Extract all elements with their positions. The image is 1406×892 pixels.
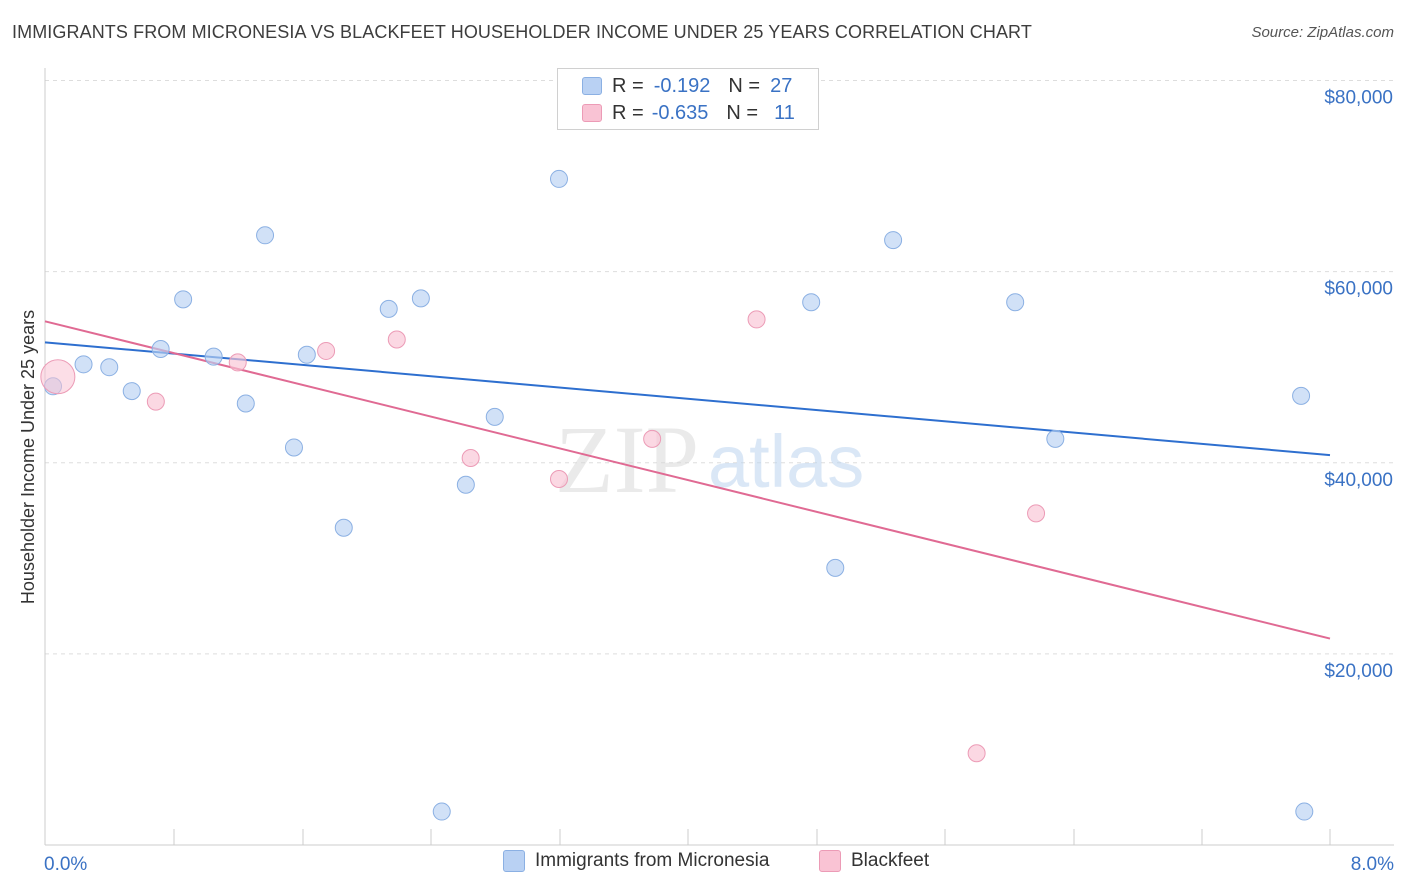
series-legend-item-blackfeet: Blackfeet bbox=[819, 850, 929, 872]
point-micronesia bbox=[151, 340, 170, 359]
point-blackfeet bbox=[146, 392, 165, 411]
legend-r-value: -0.635 bbox=[651, 101, 709, 124]
y-tick-label: $40,000 bbox=[1324, 470, 1393, 491]
point-blackfeet bbox=[967, 744, 986, 763]
grid-layer bbox=[45, 80, 1394, 655]
y-tick-label: $20,000 bbox=[1324, 661, 1393, 682]
legend-r-value: -0.192 bbox=[653, 74, 711, 97]
series-legend-swatch-pink bbox=[819, 850, 841, 872]
legend-n-value: 27 bbox=[770, 74, 793, 97]
legend-swatch-blue bbox=[582, 77, 602, 95]
point-micronesia bbox=[485, 407, 504, 426]
point-micronesia bbox=[256, 226, 275, 245]
point-micronesia bbox=[204, 347, 223, 366]
point-micronesia bbox=[802, 293, 821, 312]
point-micronesia bbox=[236, 394, 255, 413]
point-blackfeet bbox=[643, 429, 662, 448]
y-axis-title: Householder Income Under 25 years bbox=[18, 310, 38, 604]
point-micronesia bbox=[334, 518, 353, 537]
point-micronesia bbox=[550, 169, 568, 188]
watermark: ZIP atlas bbox=[555, 406, 864, 513]
point-micronesia bbox=[379, 299, 398, 318]
trend-layer bbox=[44, 320, 1331, 640]
legend-r-label: R = bbox=[612, 74, 644, 97]
series-legend-label: Blackfeet bbox=[851, 850, 930, 871]
x-tick-label-min: 0.0% bbox=[44, 854, 87, 875]
point-micronesia bbox=[122, 382, 141, 401]
axis-layer bbox=[44, 68, 1394, 846]
watermark-atlas: atlas bbox=[708, 420, 864, 503]
point-blackfeet bbox=[1027, 504, 1046, 523]
point-micronesia bbox=[1046, 429, 1065, 448]
point-micronesia bbox=[1006, 293, 1025, 312]
point-micronesia bbox=[100, 358, 119, 377]
point-blackfeet bbox=[747, 310, 766, 329]
point-micronesia bbox=[74, 355, 93, 374]
point-micronesia bbox=[884, 231, 903, 250]
tick-label-layer: $20,000 $40,000 $60,000 $80,000 0.0% 8.0% bbox=[44, 88, 1394, 876]
point-blackfeet bbox=[461, 448, 480, 467]
point-micronesia bbox=[297, 345, 316, 364]
legend-r-label: R = bbox=[612, 101, 644, 124]
point-micronesia bbox=[456, 475, 475, 494]
y-tick-label: $60,000 bbox=[1324, 279, 1393, 300]
point-blackfeet bbox=[40, 359, 76, 395]
legend-swatch-pink bbox=[582, 104, 602, 122]
x-tick-label-max: 8.0% bbox=[1351, 854, 1394, 875]
legend-row-micronesia: R = -0.192 N = 27 bbox=[582, 74, 792, 98]
legend-n-label: N = bbox=[726, 101, 759, 124]
point-micronesia bbox=[284, 438, 303, 457]
chart-title: IMMIGRANTS FROM MICRONESIA VS BLACKFEET … bbox=[12, 22, 1032, 42]
legend-n-value: 11 bbox=[774, 101, 795, 124]
point-micronesia bbox=[432, 802, 451, 821]
series-legend-item-micronesia: Immigrants from Micronesia bbox=[503, 850, 769, 872]
point-micronesia bbox=[1292, 386, 1311, 405]
point-layer bbox=[40, 82, 1314, 821]
point-blackfeet bbox=[387, 330, 406, 349]
series-legend: Immigrants from Micronesia Blackfeet bbox=[0, 850, 1406, 878]
point-blackfeet bbox=[228, 353, 247, 372]
chart-source: Source: ZipAtlas.com bbox=[1251, 24, 1394, 41]
point-micronesia bbox=[1295, 802, 1314, 821]
point-micronesia bbox=[174, 290, 193, 309]
y-tick-label: $80,000 bbox=[1324, 88, 1393, 109]
trendline-blackfeet bbox=[44, 320, 1331, 640]
watermark-zip: ZIP bbox=[555, 406, 699, 513]
point-micronesia bbox=[411, 289, 430, 308]
series-legend-swatch-blue bbox=[503, 850, 525, 872]
correlation-legend: R = -0.192 N = 27 R = -0.635 N = 11 bbox=[557, 68, 819, 130]
point-micronesia bbox=[826, 558, 845, 577]
point-blackfeet bbox=[550, 469, 568, 488]
point-blackfeet bbox=[317, 341, 336, 360]
series-legend-label: Immigrants from Micronesia bbox=[535, 850, 770, 871]
legend-n-label: N = bbox=[728, 74, 761, 97]
trendline-micronesia bbox=[44, 341, 1331, 457]
legend-row-blackfeet: R = -0.635 N = 11 bbox=[582, 101, 795, 125]
